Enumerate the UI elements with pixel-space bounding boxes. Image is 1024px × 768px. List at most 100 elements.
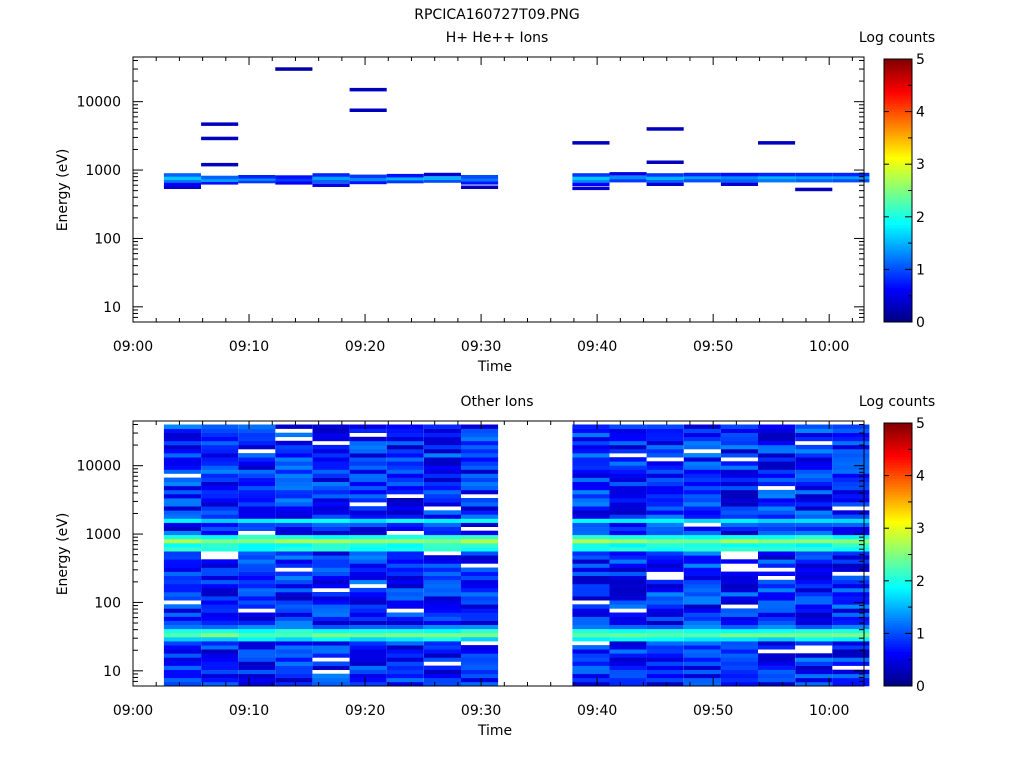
data-cell	[795, 522, 833, 527]
data-cell	[646, 596, 684, 601]
colorbar-segment	[884, 287, 912, 291]
data-cell	[720, 575, 758, 581]
data-cell	[758, 579, 796, 585]
data-cell	[758, 555, 796, 560]
data-cell	[720, 469, 758, 474]
data-cell	[572, 534, 610, 540]
data-cell	[275, 547, 313, 552]
data-cell	[572, 592, 610, 597]
data-cell	[163, 428, 201, 433]
data-cell	[646, 543, 684, 548]
data-cell	[461, 681, 499, 687]
data-cell	[423, 571, 461, 576]
data-cell	[795, 681, 833, 687]
data-cell	[163, 583, 201, 589]
data-cell	[423, 449, 461, 454]
colorbar-segment	[884, 127, 912, 131]
data-cell	[683, 465, 721, 470]
data-cell	[758, 681, 796, 687]
data-cell	[609, 469, 647, 474]
data-cell	[163, 453, 201, 458]
data-cell	[349, 444, 387, 450]
data-cell	[646, 182, 684, 186]
data-cell	[683, 424, 721, 429]
data-cell	[238, 665, 276, 670]
data-cell	[832, 477, 870, 482]
data-cell	[275, 538, 313, 544]
data-cell	[758, 444, 796, 450]
data-cell	[461, 677, 499, 683]
data-cell	[572, 673, 610, 679]
data-cell	[683, 551, 721, 556]
data-cell	[758, 489, 796, 495]
data-cell	[238, 498, 276, 503]
data-cell	[758, 661, 796, 666]
data-cell	[572, 551, 610, 556]
colorbar-segment	[884, 206, 912, 210]
data-cell	[163, 604, 201, 609]
data-cell	[572, 428, 610, 433]
colorbar-segment	[884, 285, 912, 289]
colorbar-segment	[884, 428, 912, 432]
data-cell	[386, 624, 424, 630]
colorbar-segment	[884, 512, 912, 516]
data-cell	[758, 653, 796, 658]
colorbar-segment	[884, 607, 912, 611]
data-cell	[349, 600, 387, 605]
data-cell	[201, 465, 239, 470]
data-cell	[238, 677, 276, 683]
data-cell	[758, 534, 796, 540]
data-cell	[646, 649, 684, 654]
colorbar-segment	[884, 596, 912, 600]
colorbar-segment	[884, 172, 912, 176]
data-cell	[683, 645, 721, 650]
data-cell	[201, 579, 239, 585]
colorbar-segment	[884, 203, 912, 207]
data-cell	[423, 481, 461, 487]
data-cell	[646, 665, 684, 670]
data-cell	[461, 469, 499, 474]
data-cell	[646, 555, 684, 560]
data-cell	[423, 628, 461, 634]
data-cell	[832, 608, 870, 613]
data-cell	[349, 180, 387, 185]
colorbar-segment	[884, 662, 912, 666]
data-cell	[795, 469, 833, 474]
data-cell	[275, 67, 313, 71]
data-cell	[758, 502, 796, 507]
data-cell	[386, 514, 424, 519]
data-cell	[275, 571, 313, 576]
data-cell	[275, 534, 313, 540]
data-cell	[275, 449, 313, 454]
data-cell	[163, 543, 201, 548]
data-cell	[461, 510, 499, 515]
data-cell	[163, 616, 201, 621]
data-cell	[275, 551, 313, 556]
figure-title: RPCICA160727T09.PNG	[414, 7, 579, 23]
colorbar-segment	[884, 177, 912, 181]
data-cell	[238, 436, 276, 442]
colorbar-segment	[884, 678, 912, 682]
colorbar-tick-label: 1	[916, 626, 925, 642]
colorbar-segment	[884, 198, 912, 202]
data-cell	[312, 665, 350, 670]
data-cell	[461, 534, 499, 540]
y-tick-label: 10	[103, 300, 121, 316]
data-cell	[386, 551, 424, 556]
data-cell	[683, 563, 721, 568]
data-cell	[720, 665, 758, 670]
data-cell	[201, 559, 239, 564]
colorbar-segment	[884, 61, 912, 65]
colorbar-segment	[884, 601, 912, 605]
data-cell	[163, 673, 201, 679]
data-cell	[312, 183, 350, 187]
data-cell	[832, 624, 870, 630]
data-cell	[758, 514, 796, 519]
colorbar-segment	[884, 446, 912, 450]
colorbar-tick-label: 3	[916, 521, 925, 537]
plot-frame	[132, 56, 865, 323]
data-cell	[832, 510, 870, 515]
data-cell	[423, 555, 461, 560]
data-cell	[758, 641, 796, 646]
data-cell	[349, 649, 387, 654]
